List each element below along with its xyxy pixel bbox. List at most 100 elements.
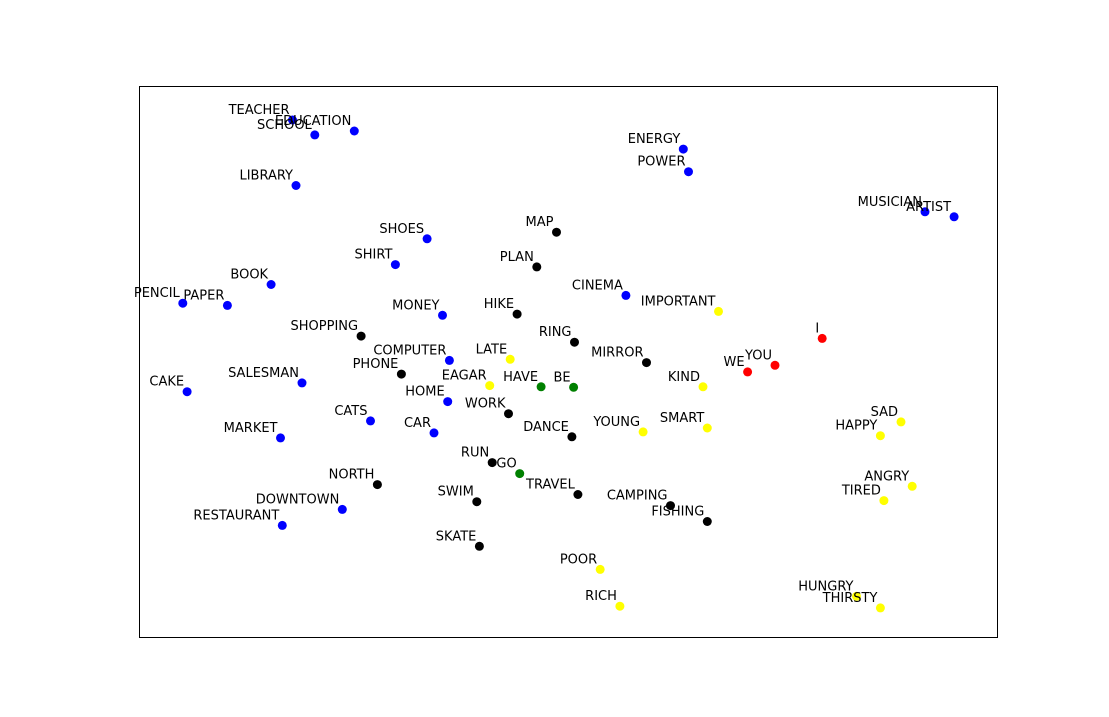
scatter-point-have <box>536 382 546 392</box>
point-label-salesman: SALESMAN <box>228 366 299 381</box>
scatter-point-important <box>714 306 723 316</box>
scatter-point-computer <box>444 355 454 365</box>
scatter-point-money <box>438 310 447 320</box>
point-label-fishing: FISHING <box>651 505 704 520</box>
scatter-point-cake <box>182 387 192 397</box>
scatter-point-restaurant <box>277 520 287 530</box>
point-label-plan: PLAN <box>500 250 534 265</box>
scatter-point-rich <box>615 601 625 611</box>
point-label-you: YOU <box>744 348 772 363</box>
scatter-point-home <box>443 397 453 407</box>
point-label-map: MAP <box>526 215 554 230</box>
scatter-point-i <box>817 333 827 343</box>
scatter-point-fishing <box>702 517 712 526</box>
scatter-point-phone <box>396 369 406 379</box>
scatter-point-tired <box>879 496 889 506</box>
point-label-important: IMPORTANT <box>641 294 716 309</box>
point-label-library: LIBRARY <box>239 169 293 184</box>
point-label-paper: PAPER <box>183 288 224 303</box>
point-label-rich: RICH <box>585 589 617 604</box>
point-label-shoes: SHOES <box>379 222 424 237</box>
scatter-point-we <box>743 367 753 377</box>
scatter-point-kind <box>698 382 708 392</box>
point-label-dance: DANCE <box>523 420 569 435</box>
point-label-kind: KIND <box>668 370 700 385</box>
point-label-have: HAVE <box>503 370 538 385</box>
point-label-sad: SAD <box>871 405 898 420</box>
scatter-point-library <box>291 181 301 190</box>
scatter-point-skate <box>474 541 484 551</box>
scatter-point-swim <box>472 497 482 507</box>
scatter-point-smart <box>702 423 712 433</box>
point-label-be: BE <box>553 370 570 385</box>
point-label-we: WE <box>724 355 745 370</box>
scatter-point-market <box>276 433 285 443</box>
scatter-point-camping <box>666 501 675 511</box>
point-label-ring: RING <box>539 325 572 340</box>
point-label-power: POWER <box>637 155 685 170</box>
point-label-pencil: PENCIL <box>134 286 181 301</box>
plot-frame <box>139 86 998 638</box>
point-label-shopping: SHOPPING <box>291 319 359 334</box>
point-label-hungry: HUNGRY <box>798 579 853 594</box>
scatter-point-musician <box>920 207 930 217</box>
scatter-point-poor <box>595 564 605 574</box>
point-label-musician: MUSICIAN <box>858 195 922 210</box>
point-label-restaurant: RESTAURANT <box>193 508 279 523</box>
point-label-i: I <box>815 321 819 336</box>
scatter-point-salesman <box>297 378 307 388</box>
point-label-smart: SMART <box>660 411 704 426</box>
point-label-cinema: CINEMA <box>572 278 623 293</box>
scatter-point-work <box>504 409 513 419</box>
scatter-point-hungry <box>852 591 861 601</box>
point-label-poor: POOR <box>560 552 597 567</box>
scatter-point-travel <box>573 490 583 499</box>
scatter-point-angry <box>907 481 917 491</box>
point-label-artist: ARTIST <box>906 200 951 215</box>
point-label-eagar: EAGAR <box>442 369 487 384</box>
scatter-point-teacher <box>288 115 297 125</box>
scatter-point-thirsty <box>875 603 885 613</box>
scatter-point-cinema <box>621 290 631 300</box>
point-label-shirt: SHIRT <box>355 248 393 263</box>
point-label-phone: PHONE <box>353 357 399 372</box>
scatter-point-artist <box>949 212 959 222</box>
scatter-point-map <box>552 227 561 237</box>
point-label-angry: ANGRY <box>864 469 909 484</box>
point-label-home: HOME <box>405 385 444 400</box>
scatter-point-young <box>638 427 648 437</box>
point-label-downtown: DOWNTOWN <box>256 492 340 507</box>
point-label-cake: CAKE <box>149 375 184 390</box>
scatter-point-late <box>505 354 515 364</box>
point-label-cats: CATS <box>334 404 367 419</box>
scatter-point-energy <box>678 144 688 154</box>
scatter-point-you <box>770 360 780 370</box>
point-label-north: NORTH <box>329 468 375 483</box>
point-label-run: RUN <box>461 446 489 461</box>
point-label-happy: HAPPY <box>835 419 877 434</box>
scatter-point-mirror <box>642 358 651 368</box>
point-label-book: BOOK <box>230 268 268 283</box>
scatter-point-shopping <box>356 331 366 341</box>
scatter-point-shirt <box>390 260 400 270</box>
point-label-skate: SKATE <box>436 529 477 544</box>
scatter-point-be <box>569 382 579 392</box>
scatter-point-downtown <box>337 504 347 514</box>
scatter-point-shoes <box>422 234 432 244</box>
scatter-point-pencil <box>178 298 188 308</box>
point-label-swim: SWIM <box>438 485 474 500</box>
scatter-point-paper <box>222 300 232 310</box>
scatter-point-car <box>429 428 439 438</box>
point-label-mirror: MIRROR <box>591 346 643 361</box>
point-label-thirsty: THIRSTY <box>822 591 878 606</box>
scatter-point-go <box>515 469 525 479</box>
point-label-money: MONEY <box>392 298 439 313</box>
point-label-market: MARKET <box>224 421 278 436</box>
scatter-point-hike <box>512 309 522 319</box>
scatter-point-ring <box>570 337 579 347</box>
scatter-point-power <box>684 167 693 177</box>
scatter-point-school <box>310 130 320 140</box>
point-label-tired: TIRED <box>841 484 881 499</box>
point-label-hike: HIKE <box>484 297 514 312</box>
